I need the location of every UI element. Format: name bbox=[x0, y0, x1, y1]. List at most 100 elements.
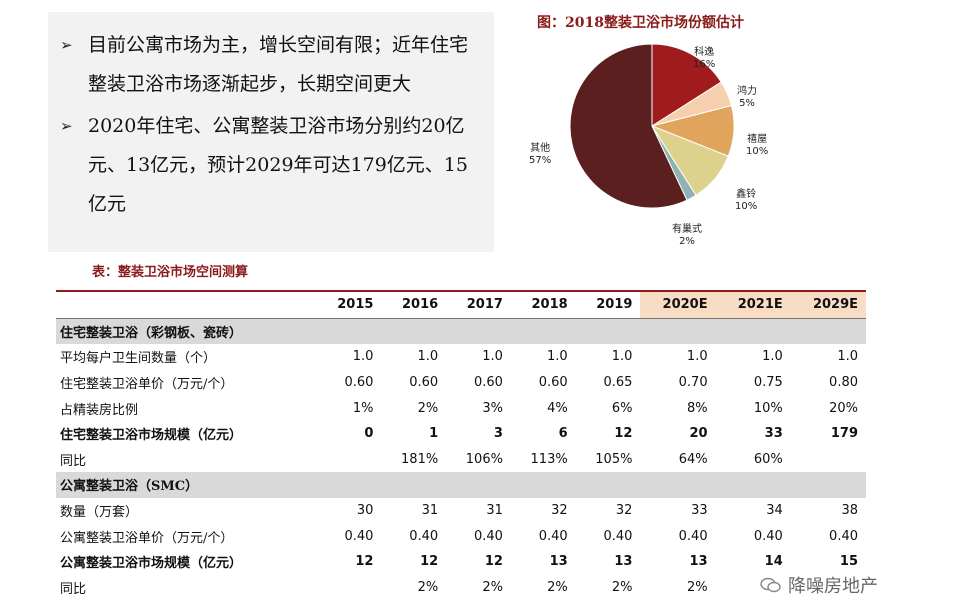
table-row: 住宅整装卫浴市场规模（亿元） 0 1 3 6 12 20 33 179 bbox=[56, 421, 866, 447]
table-cell: 0.80 bbox=[829, 375, 858, 391]
table-cell: 0 bbox=[364, 426, 374, 442]
table-cell: 1.0 bbox=[547, 349, 568, 365]
table-cell: 4% bbox=[547, 400, 568, 416]
table-cell: 2% bbox=[482, 579, 503, 595]
bullet-text: 目前公寓市场为主，增长空间有限；近年住宅整装卫浴市场逐渐起步，长期空间更大 bbox=[88, 34, 469, 95]
pie-label-youchaoshi: 有巢式 2% bbox=[672, 224, 702, 247]
table-cell: 6% bbox=[611, 400, 633, 416]
year-header-2016: 2016 bbox=[381, 289, 447, 319]
table-cell: 38 bbox=[841, 503, 858, 519]
row-label: 住宅整装卫浴市场规模（亿元） bbox=[60, 428, 243, 444]
table-row: 住宅整装卫浴单价（万元/个） 0.60 0.60 0.60 0.60 0.65 0.70 0.… bbox=[56, 370, 866, 396]
table-header-row: 2015 2016 2017 2018 2019 2020E 2021E 2029E bbox=[56, 289, 866, 319]
table-cell: 113% bbox=[530, 451, 568, 467]
year-header-2020E: 2020E bbox=[640, 289, 716, 319]
table-cell: 0.40 bbox=[678, 528, 708, 544]
row-label: 同比 bbox=[60, 453, 87, 469]
row-label: 公寓整装卫浴市场规模（亿元） bbox=[60, 556, 243, 572]
table-cell: 0.40 bbox=[344, 528, 374, 544]
table-cell: 2% bbox=[547, 579, 568, 595]
table-cell: 31 bbox=[486, 503, 503, 519]
table-title: 表：整装卫浴市场空间测算 bbox=[92, 265, 249, 280]
table-cell: 0.60 bbox=[344, 375, 374, 391]
table-cell bbox=[318, 447, 381, 473]
table-cell: 181% bbox=[401, 451, 439, 467]
row-label: 同比 bbox=[60, 581, 87, 597]
table-cell: 106% bbox=[465, 451, 503, 467]
pie-label-hongli: 鸿力 5% bbox=[737, 86, 757, 109]
table-cell: 14 bbox=[764, 554, 783, 570]
header-blank bbox=[56, 289, 318, 319]
table-row: 占精装房比例 1% 2% 3% 4% 6% 8% 10% 20% bbox=[56, 395, 866, 421]
bullet-item: ➢ 2020年住宅、公寓整装卫浴市场分别约20亿元、13亿元，预计2029年可达… bbox=[60, 107, 480, 224]
table-cell: 12 bbox=[614, 426, 633, 442]
table-row: 公寓整装卫浴单价（万元/个） 0.40 0.40 0.40 0.40 0.40 0.40 0.… bbox=[56, 523, 866, 549]
table-cell: 1.0 bbox=[686, 349, 708, 365]
row-label: 占精装房比例 bbox=[60, 402, 139, 418]
table-cell: 3% bbox=[482, 400, 503, 416]
table-cell: 8% bbox=[686, 400, 708, 416]
table-cell: 60% bbox=[753, 451, 783, 467]
row-label: 公寓整装卫浴单价（万元/个） bbox=[60, 530, 234, 546]
table-cell: 1% bbox=[352, 400, 374, 416]
table-cell: 105% bbox=[595, 451, 633, 467]
table-cell: 2% bbox=[611, 579, 633, 595]
table-cell: 30 bbox=[356, 503, 374, 519]
table-cell: 1.0 bbox=[611, 349, 633, 365]
table-cell: 32 bbox=[615, 503, 633, 519]
table-cell: 1.0 bbox=[482, 349, 503, 365]
table-cell: 3 bbox=[493, 426, 503, 442]
year-header-2015: 2015 bbox=[318, 289, 382, 319]
table-cell: 0.40 bbox=[829, 528, 858, 544]
table-cell: 15 bbox=[839, 554, 858, 570]
section-title: 公寓整装卫浴（SMC） bbox=[56, 472, 866, 498]
table-cell: 13 bbox=[614, 554, 633, 570]
table-cell: 1.0 bbox=[352, 349, 374, 365]
table-cell: 0.70 bbox=[678, 375, 708, 391]
table-cell: 179 bbox=[830, 426, 858, 442]
table-cell: 0.65 bbox=[603, 375, 633, 391]
table-row: 平均每户卫生间数量（个） 1.0 1.0 1.0 1.0 1.0 1.0 1.0 1.0 bbox=[56, 344, 866, 370]
table-cell: 0.40 bbox=[603, 528, 633, 544]
pie-label-other: 其他 57% bbox=[529, 143, 552, 166]
pie-label-xinling: 鑫铃 10% bbox=[735, 189, 758, 212]
watermark: 降噪房地产 bbox=[760, 572, 878, 598]
table-cell: 13 bbox=[549, 554, 568, 570]
arrow-bullet-icon: ➢ bbox=[60, 117, 73, 135]
pie-slice-5 bbox=[569, 43, 688, 209]
table-cell: 20 bbox=[689, 426, 708, 442]
summary-panel: ➢ 目前公寓市场为主，增长空间有限；近年住宅整装卫浴市场逐渐起步，长期空间更大 … bbox=[48, 12, 494, 252]
wechat-icon bbox=[760, 577, 781, 593]
pie-label-keyi: 科逸 16% bbox=[693, 47, 716, 70]
table-row: 公寓整装卫浴市场规模（亿元） 12 12 12 13 13 13 14 15 bbox=[56, 549, 866, 575]
table-cell: 12 bbox=[420, 554, 439, 570]
table-row: 同比 181% 106% 113% 105% 64% 60% bbox=[56, 447, 866, 473]
table-cell: 1.0 bbox=[417, 349, 439, 365]
year-header-2017: 2017 bbox=[446, 289, 511, 319]
table-cell: 33 bbox=[764, 426, 783, 442]
table-cell: 2% bbox=[417, 579, 439, 595]
pie-label-xiwu: 禧屋 10% bbox=[746, 134, 769, 157]
table-cell: 12 bbox=[355, 554, 374, 570]
table-cell: 64% bbox=[678, 451, 708, 467]
table-row: 同比 2% 2% 2% 2% 2% bbox=[56, 575, 866, 601]
table-cell: 2% bbox=[417, 400, 439, 416]
table-cell: 0.40 bbox=[409, 528, 439, 544]
table-cell: 0.40 bbox=[538, 528, 568, 544]
table-cell bbox=[318, 575, 381, 601]
year-header-2029E: 2029E bbox=[790, 289, 866, 319]
section-row: 住宅整装卫浴（彩钢板、瓷砖） bbox=[56, 318, 866, 345]
table-cell: 34 bbox=[766, 503, 783, 519]
watermark-text: 降噪房地产 bbox=[788, 576, 878, 597]
bullet-item: ➢ 目前公寓市场为主，增长空间有限；近年住宅整装卫浴市场逐渐起步，长期空间更大 bbox=[60, 26, 480, 104]
market-size-table: 2015 2016 2017 2018 2019 2020E 2021E 2029E 住宅整装卫… bbox=[56, 289, 866, 601]
row-label: 数量（万套） bbox=[60, 505, 139, 521]
pie-chart-title: 图：2018整装卫浴市场份额估计 bbox=[537, 15, 744, 31]
table-cell: 1.0 bbox=[762, 349, 783, 365]
table-cell: 2% bbox=[686, 579, 708, 595]
table-cell: 0.40 bbox=[474, 528, 503, 544]
year-header-2018: 2018 bbox=[510, 289, 576, 319]
table-cell: 0.60 bbox=[474, 375, 503, 391]
row-label: 住宅整装卫浴单价（万元/个） bbox=[60, 377, 234, 393]
table-row: 数量（万套） 30 31 31 32 32 33 34 38 bbox=[56, 498, 866, 524]
